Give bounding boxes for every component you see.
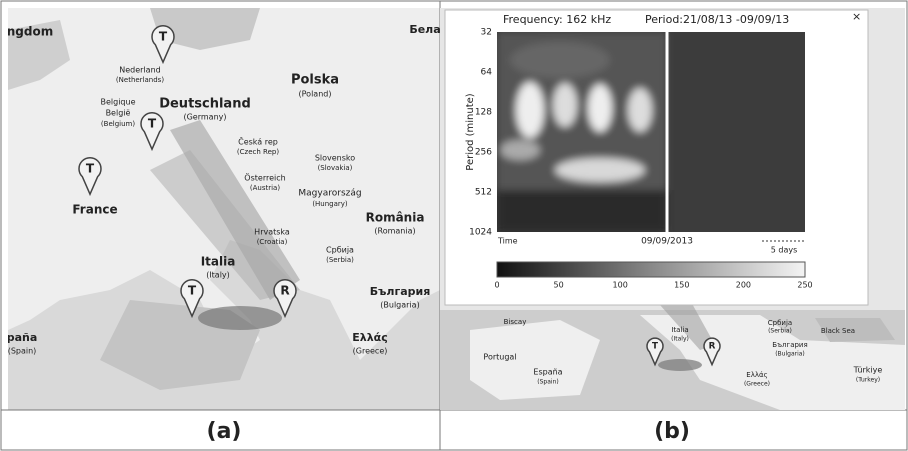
caption: (b) (654, 419, 690, 444)
place-label: Italia (201, 255, 236, 269)
place-label: (Netherlands) (116, 76, 164, 84)
marker-label: R (709, 342, 716, 352)
place-label: България (370, 285, 431, 298)
place-label: (Italy) (671, 336, 689, 343)
place-label: (Spain) (537, 379, 558, 386)
place-label: (Slovakia) (318, 164, 353, 172)
place-label: paña (7, 331, 38, 344)
place-label: Portugal (483, 353, 516, 362)
place-label: ngdom (7, 25, 53, 39)
place-label: (Greece) (353, 347, 388, 356)
marker-label: T (86, 162, 95, 176)
place-label: Ελλάς (352, 331, 388, 344)
place-label: România (366, 211, 425, 225)
x-start-label: Time (497, 237, 518, 246)
place-label: България (772, 341, 807, 349)
marker-label: T (159, 30, 168, 44)
place-label: (Poland) (299, 90, 332, 99)
place-label: Magyarország (298, 189, 361, 199)
colorbar (497, 262, 805, 277)
colorbar-tick-label: 50 (554, 281, 564, 290)
y-tick-label: 64 (481, 68, 493, 78)
place-label: (Greece) (744, 381, 770, 388)
y-tick-label: 1024 (469, 228, 492, 238)
place-label: (Italy) (206, 271, 230, 280)
period: Period:21/08/13 -09/09/13 (645, 13, 789, 26)
place-label: Black Sea (821, 327, 855, 335)
place-label: Ελλάς (746, 371, 767, 379)
close-button[interactable]: × (852, 10, 861, 23)
place-label: (Spain) (8, 347, 37, 356)
place-label: (Bulgaria) (775, 351, 805, 358)
place-label: (Croatia) (257, 238, 288, 246)
figure: ngdom Nederland(Netherlands) Belgique Belgi… (0, 0, 908, 451)
marker-label: T (188, 284, 197, 298)
place-label: (Serbia) (326, 256, 354, 264)
colorbar-tick-label: 0 (494, 281, 499, 290)
popup (445, 10, 868, 305)
marker-label: T (652, 342, 658, 352)
place-label: (Belgium) (101, 120, 135, 128)
place-label: (Germany) (183, 113, 226, 122)
place-label: Belgique (100, 98, 135, 107)
colorbar-tick-label: 100 (613, 281, 628, 290)
colorbar-tick-label: 150 (674, 281, 689, 290)
marker-label: R (280, 284, 290, 298)
frequency: Frequency: 162 kHz (503, 13, 611, 26)
place-label: Polska (291, 73, 339, 88)
place-label: Србија (768, 319, 792, 327)
x-date-label: 09/09/2013 (641, 237, 693, 247)
place-label: (Hungary) (312, 200, 348, 208)
spectrogram-pattern (497, 32, 667, 232)
caption: (a) (207, 419, 242, 444)
place-label: (Czech Rep) (237, 148, 279, 156)
place-label: Österreich (244, 173, 285, 183)
place-label: (Romania) (374, 227, 415, 236)
place-label: España (533, 368, 562, 377)
marker-label: T (148, 117, 157, 131)
place-label: Biscay (504, 318, 527, 326)
place-label: (Turkey) (856, 377, 880, 384)
place-label: Türkiye (853, 366, 883, 375)
place-label: Česká rep (238, 136, 278, 147)
place-label: (Bulgaria) (380, 301, 419, 310)
place-label: (Austria) (250, 184, 280, 192)
place-label: (Serbia) (768, 328, 792, 335)
place-label: France (72, 203, 117, 217)
place-label: België (106, 109, 131, 118)
place-label: Бела (409, 23, 440, 36)
scale-label: 5 days (771, 246, 798, 255)
place-label: Nederland (119, 66, 160, 75)
y-tick-label: 32 (481, 28, 492, 38)
place-label: Србија (326, 246, 354, 255)
colorbar-tick-label: 200 (736, 281, 751, 290)
y-axis-label: Period (minute) (465, 93, 476, 171)
place-label: Deutschland (159, 97, 251, 112)
y-tick-label: 512 (475, 188, 492, 198)
colorbar-tick-label: 250 (797, 281, 812, 290)
place-label: Italia (671, 326, 688, 334)
place-label: Hrvatska (254, 228, 290, 237)
place-label: Slovensko (315, 154, 355, 163)
y-tick-label: 128 (475, 108, 492, 118)
y-tick-label: 256 (475, 148, 492, 158)
